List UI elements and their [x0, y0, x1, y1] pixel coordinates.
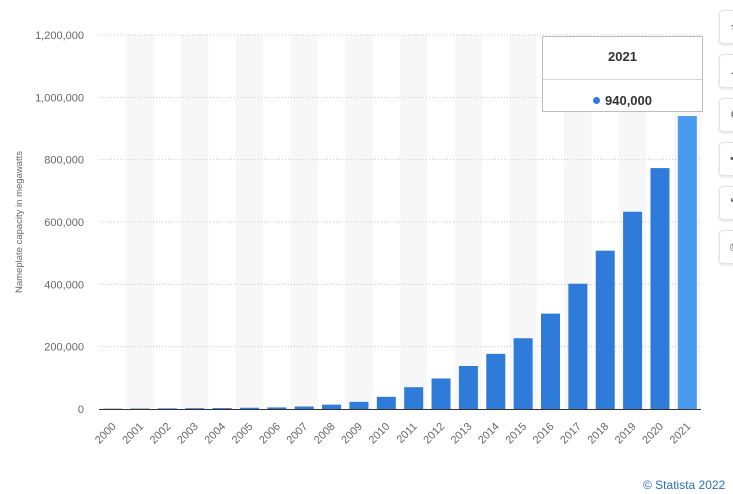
bar-2007[interactable] — [294, 406, 314, 409]
y-tick-label: 1,000,000 — [35, 92, 84, 104]
x-tick-label: 2013 — [449, 421, 475, 447]
x-tick-label: 2003 — [175, 421, 201, 447]
bar-2015[interactable] — [513, 338, 533, 409]
y-tick-label: 200,000 — [44, 342, 84, 354]
bar-2019[interactable] — [623, 211, 643, 409]
x-axis-ticks: 2000 2001 2002 2003 2004 2005 2006 2007 2008 2009… — [93, 421, 693, 447]
x-tick-label: 2020 — [640, 421, 666, 447]
x-tick-label: 2016 — [531, 421, 557, 447]
tooltip-value: 940,000 — [605, 93, 652, 108]
bar-2009[interactable] — [349, 401, 369, 409]
x-tick-label: 2010 — [367, 421, 393, 447]
y-tick-label: 1,200,000 — [35, 30, 84, 42]
x-tick-label: 2018 — [586, 421, 612, 447]
y-tick-label: 800,000 — [44, 155, 84, 167]
x-tick-label: 2002 — [148, 421, 174, 447]
x-tick-label: 2006 — [257, 421, 283, 447]
bar-2018[interactable] — [595, 250, 615, 409]
bar-2016[interactable] — [541, 313, 560, 409]
tooltip-value-row: 940,000 — [543, 80, 702, 113]
column-band — [181, 35, 209, 409]
x-tick-label: 2021 — [668, 421, 694, 447]
bar-2003[interactable] — [185, 408, 205, 409]
x-tick-label: 2011 — [395, 421, 420, 446]
x-tick-label: 2004 — [202, 421, 228, 447]
star-icon[interactable]: ★ — [719, 10, 733, 44]
print-icon[interactable]: ⎙ — [719, 230, 733, 264]
bar-2021[interactable] — [677, 116, 697, 410]
tooltip-title: 2021 — [543, 37, 702, 80]
y-tick-label: 400,000 — [44, 279, 84, 291]
share-icon[interactable]: • — [719, 142, 733, 176]
column-band — [400, 35, 428, 409]
bell-icon[interactable]: ♫ — [719, 54, 733, 88]
bar-2008[interactable] — [322, 404, 342, 409]
x-tick-label: 2009 — [339, 421, 365, 447]
bar-2013[interactable] — [458, 365, 478, 409]
quote-icon[interactable]: ❝ — [719, 186, 733, 220]
bars — [103, 116, 697, 410]
x-tick-label: 2015 — [503, 421, 529, 447]
y-axis-label: Nameplate capacity in megawatts — [14, 151, 25, 293]
x-tick-label: 2019 — [613, 421, 639, 447]
series-dot-icon — [593, 97, 600, 104]
y-tick-label: 0 — [78, 404, 84, 416]
bar-2006[interactable] — [267, 407, 287, 409]
bar-2011[interactable] — [404, 387, 424, 409]
x-tick-label: 2012 — [421, 421, 447, 447]
column-band — [126, 35, 154, 409]
tooltip: 2021 940,000 — [542, 36, 703, 112]
bar-2002[interactable] — [157, 408, 177, 409]
bar-2014[interactable] — [486, 353, 506, 409]
bar-2017[interactable] — [568, 283, 588, 409]
column-band — [290, 35, 318, 409]
x-tick-label: 2001 — [120, 421, 146, 447]
column-band — [345, 35, 373, 409]
bar-2005[interactable] — [240, 407, 259, 409]
bar-2004[interactable] — [212, 408, 232, 409]
x-tick-label: 2000 — [93, 421, 119, 447]
x-tick-label: 2005 — [230, 421, 256, 447]
x-tick-label: 2014 — [476, 421, 502, 447]
y-tick-label: 600,000 — [44, 217, 84, 229]
bar-2010[interactable] — [376, 396, 396, 409]
x-tick-label: 2007 — [285, 421, 311, 447]
x-tick-label: 2008 — [312, 421, 338, 447]
x-tick-label: 2017 — [558, 421, 584, 447]
y-axis-ticks: 0 200,000 400,000 600,000 800,000 1,000,000 1,… — [35, 30, 84, 416]
bar-2012[interactable] — [431, 378, 451, 409]
statista-credit-link[interactable]: © Statista 2022 — [643, 478, 726, 492]
bar-2020[interactable] — [650, 168, 670, 409]
side-toolbar: ★ ♫ ⚙ • ❝ ⎙ — [719, 10, 733, 274]
gear-icon[interactable]: ⚙ — [719, 98, 733, 132]
